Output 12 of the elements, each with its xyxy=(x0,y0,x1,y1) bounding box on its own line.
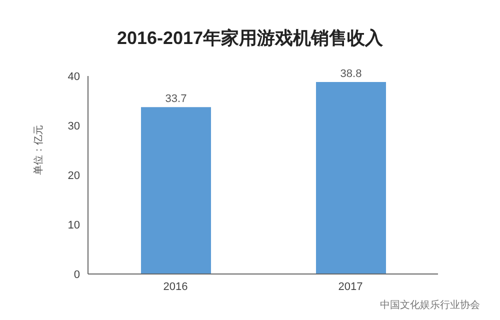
y-tick-label: 10 xyxy=(68,219,80,232)
y-axis-title: 单位：亿元 xyxy=(32,125,45,175)
y-tick-label: 20 xyxy=(68,170,80,182)
y-tick-label: 0 xyxy=(74,268,80,281)
text: 中国文化娱乐行业协会 xyxy=(380,298,480,312)
data-label: 38.8 xyxy=(340,68,362,80)
x-tick-label: 2016 xyxy=(163,280,188,293)
y-tick-label: 30 xyxy=(68,120,80,132)
chart-title: 2016-2017年家用游戏机销售收入 xyxy=(116,27,384,50)
x-tick-label: 2017 xyxy=(338,280,363,293)
y-tick-label: 40 xyxy=(68,70,80,83)
data-label: 33.7 xyxy=(165,93,187,106)
